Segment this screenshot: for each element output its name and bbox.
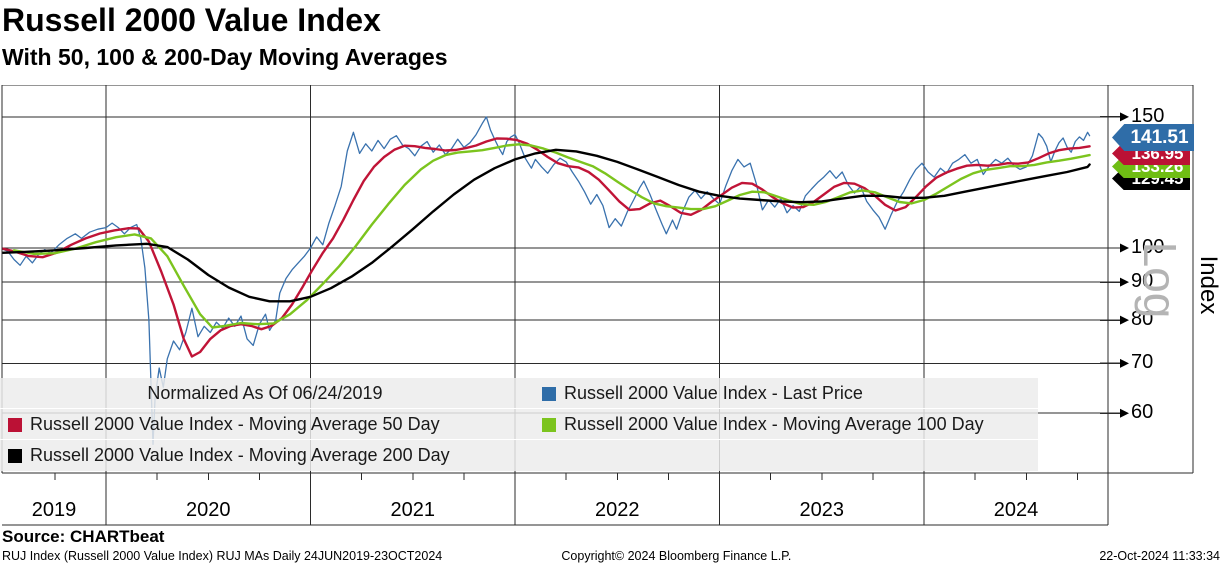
year-label-2019: 2019 <box>31 499 77 521</box>
y-tick-label-90: 90 <box>1131 270 1154 293</box>
y-tick-arrowhead <box>1120 408 1129 418</box>
y-tick-label-70: 70 <box>1131 351 1154 374</box>
y-tick-label-100: 100 <box>1131 236 1165 259</box>
ma-50-swatch-icon <box>8 417 22 432</box>
source-line: Source: CHARTbeat <box>2 527 165 546</box>
y-tick-arrowhead <box>1120 112 1129 122</box>
last-price-swatch-icon <box>542 386 556 401</box>
legend-row-2: Russell 2000 Value Index - Moving Averag… <box>0 409 1038 440</box>
page-title: Russell 2000 Value Index <box>2 2 381 38</box>
ma-100-swatch-icon <box>542 417 556 432</box>
y-tick-arrowhead <box>1120 243 1129 253</box>
legend-row-1: Normalized As Of 06/24/2019 Russell 2000… <box>0 378 1038 409</box>
year-label-2021: 2021 <box>390 499 436 521</box>
legend-item-ma-100: Russell 2000 Value Index - Moving Averag… <box>534 409 1034 440</box>
y-tick-label-80: 80 <box>1131 308 1154 331</box>
legend-normalized-note: Normalized As Of 06/24/2019 <box>147 383 383 403</box>
legend: Normalized As Of 06/24/2019 Russell 2000… <box>0 378 1038 471</box>
footer-timestamp: 22-Oct-2024 11:33:34 <box>1099 549 1220 563</box>
legend-item-last-price: Russell 2000 Value Index - Last Price <box>534 378 1034 409</box>
price-flag-last-price: 141.51 <box>1112 124 1194 151</box>
y-tick-label-150: 150 <box>1131 104 1165 127</box>
series-line-2 <box>12 143 1091 329</box>
legend-item-ma-200: Russell 2000 Value Index - Moving Averag… <box>0 440 530 471</box>
footer-copyright: Copyright© 2024 Bloomberg Finance L.P. <box>561 549 792 563</box>
legend-item-ma-50: Russell 2000 Value Index - Moving Averag… <box>0 409 530 440</box>
series-line-0 <box>2 116 1091 445</box>
year-label-2022: 2022 <box>595 499 640 521</box>
ma-200-swatch-icon <box>8 448 22 463</box>
y-tick-arrowhead <box>1120 358 1129 368</box>
y-tick-arrowhead <box>1120 277 1129 287</box>
year-label-2024: 2024 <box>993 499 1039 521</box>
year-label-2020: 2020 <box>186 499 231 521</box>
year-label-2023: 2023 <box>799 499 845 521</box>
y-axis-title: Index <box>1195 255 1222 315</box>
legend-row-3: Russell 2000 Value Index - Moving Averag… <box>0 440 1038 471</box>
footer-security-description: RUJ Index (Russell 2000 Value Index) RUJ… <box>2 549 443 563</box>
page-subtitle: With 50, 100 & 200-Day Moving Averages <box>2 44 448 70</box>
y-tick-label-60: 60 <box>1131 401 1154 424</box>
y-tick-arrowhead <box>1120 315 1129 325</box>
series-line-3 <box>2 148 1091 303</box>
